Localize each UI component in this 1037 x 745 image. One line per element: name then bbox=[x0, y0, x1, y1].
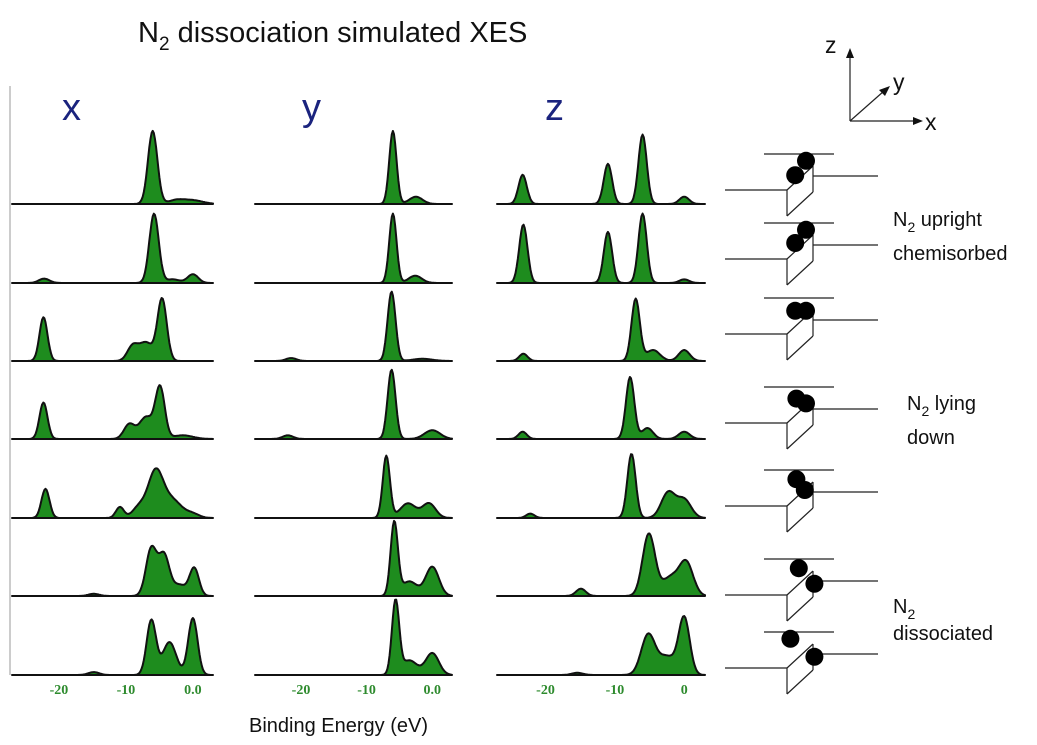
molecule-diagram-5 bbox=[725, 469, 878, 533]
spectrum-x-row-5 bbox=[11, 467, 214, 519]
state-label-dissociated-line1: N2 bbox=[893, 596, 915, 622]
state-label-dissociated-line2: dissociated bbox=[893, 623, 993, 645]
spectrum-z-row-7 bbox=[496, 615, 706, 676]
state-label-upright-line2: chemisorbed bbox=[893, 243, 1008, 265]
tick-label-z-1: -10 bbox=[606, 683, 625, 698]
nitrogen-atom-2 bbox=[797, 394, 815, 413]
spectrum-x-row-7 bbox=[11, 617, 214, 676]
spectrum-x-row-2 bbox=[11, 212, 214, 284]
surface-edge bbox=[786, 596, 814, 622]
surface-edge bbox=[786, 191, 814, 217]
chart-title: N2 dissociation simulated XES bbox=[138, 17, 527, 55]
nitrogen-atom-2 bbox=[805, 647, 824, 666]
surface-edge bbox=[786, 335, 814, 361]
surface-edge bbox=[786, 643, 814, 669]
spectrum-y-row-1 bbox=[254, 130, 453, 205]
tick-label-y-1: -10 bbox=[357, 683, 376, 698]
surface-edge bbox=[786, 570, 814, 596]
spectrum-z-row-6 bbox=[496, 532, 706, 597]
surface-edge bbox=[786, 669, 814, 695]
molecule-diagram-7 bbox=[725, 629, 878, 695]
surface-edge bbox=[786, 424, 814, 450]
tick-label-z-2: 0 bbox=[681, 683, 688, 698]
tick-label-x-1: -10 bbox=[117, 683, 136, 698]
spectrum-y-row-5 bbox=[254, 454, 453, 519]
tick-label-x-2: 0.0 bbox=[184, 683, 202, 698]
molecule-diagram-1 bbox=[725, 151, 878, 217]
nitrogen-atom-1 bbox=[781, 629, 800, 648]
molecule-diagram-2 bbox=[725, 220, 878, 286]
surface-edge bbox=[786, 260, 814, 286]
nitrogen-atom-1 bbox=[797, 151, 815, 170]
molecule-diagram-4 bbox=[725, 386, 878, 450]
nitrogen-atom-1 bbox=[797, 220, 815, 239]
nitrogen-atom-2 bbox=[797, 301, 815, 320]
state-label-lying-line2: down bbox=[907, 427, 955, 449]
y-axis-arrow-line bbox=[849, 90, 885, 122]
panel-label-y: y bbox=[302, 87, 321, 129]
panel-label-x: x bbox=[62, 87, 81, 129]
molecule-diagram-6 bbox=[725, 558, 878, 622]
axis-legend-y: y bbox=[893, 69, 905, 95]
spectrum-y-row-2 bbox=[254, 212, 453, 284]
panel-label-z: z bbox=[545, 87, 564, 129]
spectrum-x-row-6 bbox=[11, 544, 214, 597]
axis-legend-z: z bbox=[825, 32, 837, 58]
nitrogen-atom-1 bbox=[789, 559, 808, 578]
axis-legend-x: x bbox=[925, 109, 937, 135]
y-axis-arrowhead bbox=[879, 86, 890, 96]
spectrum-x-row-3 bbox=[11, 297, 214, 362]
tick-labels: -20 -10 0.0 -20 -10 0.0 -20 -10 0 bbox=[50, 683, 688, 698]
spectrum-z-row-5 bbox=[496, 453, 706, 519]
tick-label-y-0: -20 bbox=[292, 683, 311, 698]
spectrum-x-row-1 bbox=[11, 129, 214, 205]
spectrum-z-row-2 bbox=[496, 212, 706, 284]
axes-legend: z y x bbox=[825, 32, 937, 135]
x-axis-label: Binding Energy (eV) bbox=[249, 715, 428, 737]
nitrogen-atom-2 bbox=[795, 481, 814, 499]
surface-edge bbox=[786, 507, 814, 533]
spectrum-z-row-1 bbox=[496, 133, 706, 205]
nitrogen-atom-2 bbox=[805, 574, 824, 593]
spectrum-y-row-7 bbox=[254, 598, 453, 676]
spectrum-y-row-6 bbox=[254, 519, 453, 597]
tick-label-y-2: 0.0 bbox=[424, 683, 442, 698]
x-axis-arrowhead bbox=[913, 117, 923, 125]
molecule-diagram-3 bbox=[725, 297, 878, 361]
spectrum-x-row-4 bbox=[11, 384, 214, 440]
nitrogen-atom-2 bbox=[786, 234, 805, 252]
spectrum-y-row-3 bbox=[254, 290, 453, 362]
nitrogen-atom-2 bbox=[786, 166, 805, 185]
spectrum-y-row-4 bbox=[254, 368, 453, 440]
z-axis-arrowhead bbox=[846, 48, 854, 58]
molecule-diagrams bbox=[725, 151, 878, 695]
state-label-upright-line1: N2 upright bbox=[893, 209, 982, 235]
tick-label-z-0: -20 bbox=[536, 683, 555, 698]
state-label-lying-line1: N2 lying bbox=[907, 393, 976, 419]
tick-label-x-0: -20 bbox=[50, 683, 69, 698]
spectrum-z-row-4 bbox=[496, 376, 706, 440]
spectrum-z-row-3 bbox=[496, 297, 706, 362]
spectra-layer bbox=[11, 129, 706, 676]
